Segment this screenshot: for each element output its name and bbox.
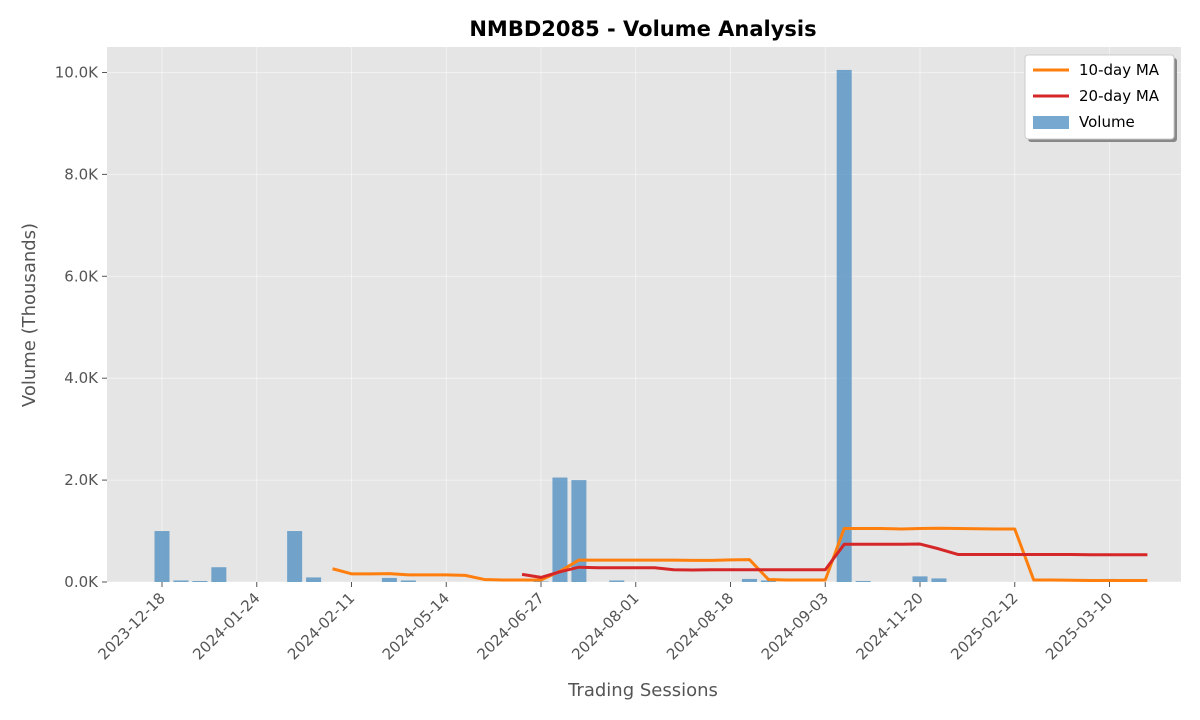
y-tick-label: 10.0K: [55, 63, 99, 81]
volume-bar: [173, 580, 189, 582]
plot-area: [107, 47, 1181, 582]
volume-bar: [287, 531, 303, 582]
volume-bar: [400, 580, 416, 582]
x-axis-label: Trading Sessions: [567, 680, 718, 701]
volume-bar: [306, 577, 322, 582]
ma-line: [332, 526, 1148, 582]
legend-label: 10-day MA: [1079, 61, 1160, 79]
legend: 10-day MA 20-day MA Volume: [1024, 54, 1177, 142]
legend-label: 20-day MA: [1079, 87, 1160, 105]
volume-bar: [912, 576, 928, 582]
grid-lines: [107, 47, 1181, 583]
volume-bar: [760, 580, 776, 582]
volume-bar: [609, 580, 625, 582]
legend-label: Volume: [1079, 113, 1135, 131]
volume-bar: [855, 580, 871, 582]
y-axis: 0.0K 2.0K 4.0K 6.0K 8.0K 10.0K: [55, 63, 107, 591]
volume-bar: [192, 580, 208, 582]
volume-bar: [741, 578, 757, 582]
legend-bar-swatch: [1033, 116, 1069, 129]
volume-bar: [381, 577, 397, 582]
y-tick-label: 0.0K: [64, 573, 99, 591]
volume-bar: [533, 581, 549, 582]
y-tick-label: 8.0K: [64, 165, 99, 183]
volume-bar: [154, 531, 170, 582]
volume-bar: [211, 567, 227, 582]
volume-bars: [154, 69, 1117, 582]
volume-bar: [571, 480, 587, 582]
y-tick-label: 6.0K: [64, 267, 99, 285]
ma-line: [521, 542, 1148, 579]
volume-bar: [552, 477, 568, 582]
y-tick-label: 4.0K: [64, 369, 99, 387]
y-tick-label: 2.0K: [64, 471, 99, 489]
volume-bar: [931, 578, 947, 582]
chart-title: NMBD2085 - Volume Analysis: [469, 17, 816, 41]
volume-bar: [836, 69, 852, 582]
y-axis-label: Volume (Thousands): [19, 223, 40, 407]
moving-average-lines: [332, 526, 1148, 582]
